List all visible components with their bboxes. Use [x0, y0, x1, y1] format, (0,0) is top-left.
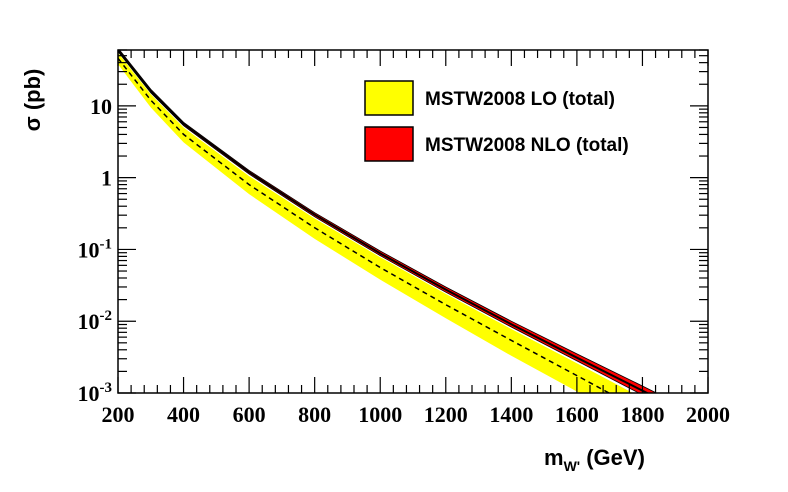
legend-label-lo: MSTW2008 LO (total): [425, 89, 615, 110]
y-tick-label-base: 10: [78, 381, 100, 406]
x-tick-label: 1400: [489, 402, 533, 427]
x-tick-label: 800: [298, 402, 331, 427]
y-tick-label-base: 10: [78, 309, 100, 334]
y-tick-label: 10-2: [78, 308, 113, 334]
legend: MSTW2008 LO (total) MSTW2008 NLO (total): [364, 80, 629, 162]
central-lines: [118, 50, 658, 393]
x-tick-label: 200: [102, 402, 135, 427]
central-line-nlo: [118, 50, 650, 393]
y-tick-label-exponent: -2: [100, 308, 113, 324]
x-tick-label: 2000: [686, 402, 730, 427]
y-tick-label-base: 10: [78, 237, 100, 262]
central-line-lo: [118, 57, 611, 393]
axis-ticks: [117, 49, 709, 394]
y-axis-title: σ (pb): [20, 69, 45, 132]
x-axis-title-unit: (GeV): [580, 445, 645, 470]
x-tick-label: 400: [167, 402, 200, 427]
x-tick-label: 1000: [358, 402, 402, 427]
x-axis-title-subscript: W': [564, 458, 581, 474]
y-tick-label-exponent: -1: [100, 236, 113, 252]
nlo-band-edge: [118, 51, 640, 393]
x-tick-label: 1600: [555, 402, 599, 427]
y-tick-label-base: 10: [90, 94, 112, 119]
y-tick-label: 10-1: [78, 236, 113, 262]
legend-swatch-nlo: [364, 126, 414, 162]
x-axis-title-main: m: [544, 445, 564, 470]
x-axis-title: mW' (GeV): [544, 445, 645, 474]
y-tick-label: 10-3: [78, 380, 113, 406]
x-tick-label: 1200: [424, 402, 468, 427]
y-tick-label-exponent: -3: [100, 380, 113, 396]
y-tick-label: 10: [90, 94, 112, 119]
plot-frame: [117, 49, 709, 394]
x-tick-label: 600: [233, 402, 266, 427]
x-tick-labels: 200 400 600 800 1000 1200 1400 1600 1800 2000: [102, 402, 731, 427]
legend-label-nlo: MSTW2008 NLO (total): [425, 135, 629, 156]
y-tick-label-base: 1: [101, 166, 112, 191]
legend-swatch-lo: [364, 80, 414, 116]
x-tick-label: 1800: [620, 402, 664, 427]
nlo-band-edge: [119, 50, 658, 393]
y-tick-label: 1: [101, 166, 112, 191]
